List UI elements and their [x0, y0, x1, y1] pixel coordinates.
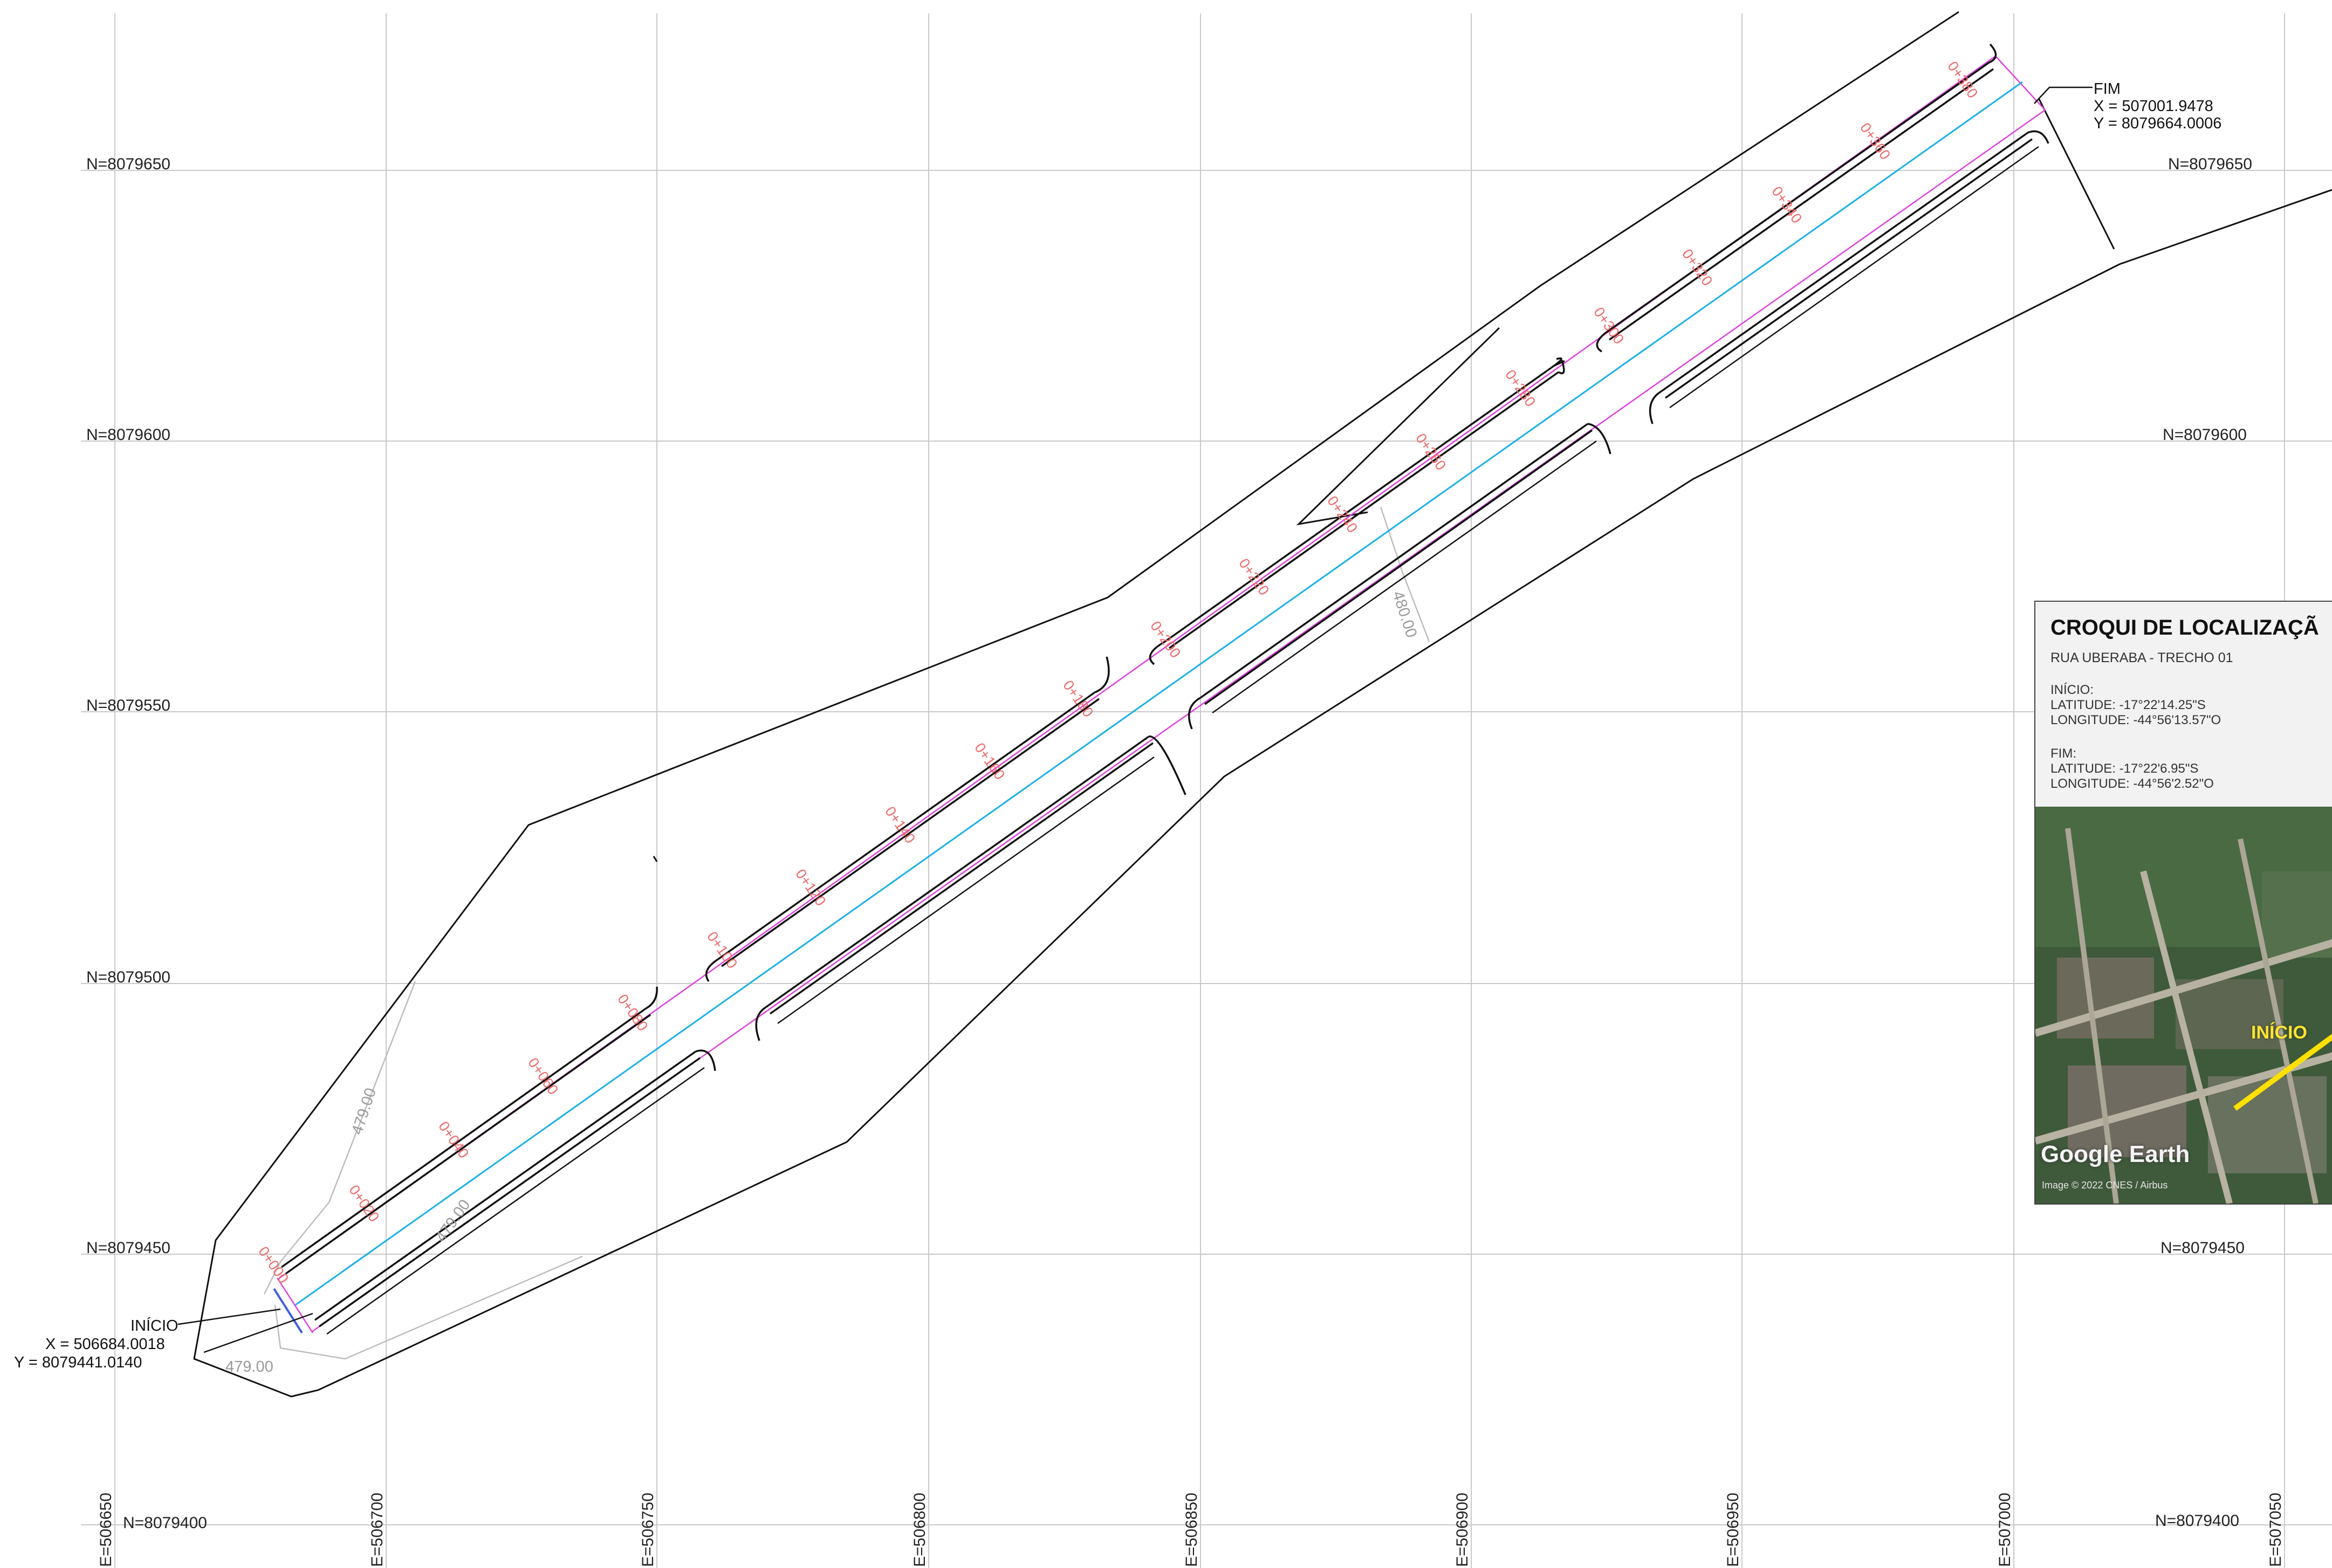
fim-x-coordinate: X = 507001.9478: [2094, 98, 2213, 115]
right-of-way-lines: [276, 55, 2046, 1333]
intersection-curb-returns: [646, 43, 2049, 1071]
station-label: 0+220: [1236, 555, 1272, 598]
location-sketch-subtitle: RUA UBERABA - TRECHO 01: [2050, 650, 2233, 665]
northing-label: N=8079450: [2160, 1239, 2245, 1257]
inicio-y-coordinate: Y = 8079441.0140: [14, 1354, 142, 1371]
northing-label: N=8079600: [86, 426, 170, 444]
northing-label: N=8079400: [2155, 1512, 2239, 1530]
road-centerline: [273, 81, 2023, 1334]
northing-label: N=8079500: [86, 968, 170, 986]
elevation-label: 479.00: [225, 1358, 273, 1376]
easting-label: E=507050: [2267, 1493, 2285, 1567]
inicio-label: INÍCIO: [131, 1317, 179, 1335]
station-label: 0+000: [255, 1243, 292, 1286]
survey-boundary: [193, 11, 2332, 1398]
location-sketch-title: CROQUI DE LOCALIZAÇÃ: [2050, 616, 2319, 639]
northing-label: N=8079650: [2168, 155, 2252, 173]
easting-label: E=506750: [639, 1493, 657, 1567]
fim-callout: FIM X = 507001.9478 Y = 8079664.0006: [2034, 80, 2221, 132]
inicio-info-label: INÍCIO:: [2050, 683, 2094, 697]
easting-label: E=506850: [1183, 1493, 1201, 1567]
station-label: 0+320: [1679, 246, 1716, 288]
northing-labels-right: N=8079650 N=8079600 N=8079450 N=8079400: [2155, 155, 2252, 1530]
northing-label: N=8079450: [86, 1239, 170, 1257]
station-label: 0+200: [1147, 618, 1184, 661]
easting-label: E=506900: [1453, 1493, 1471, 1567]
inicio-longitude: LONGITUDE: -44°56'13.57"O: [2050, 713, 2221, 727]
inicio-latitude: LATITUDE: -17°22'14.25"S: [2050, 698, 2206, 712]
inicio-callout: INÍCIO X = 506684.0018 Y = 8079441.0140: [14, 1308, 313, 1371]
coordinate-grid: [81, 13, 2332, 1568]
fim-longitude: LONGITUDE: -44°56'2.52"O: [2050, 776, 2214, 791]
inicio-x-coordinate: X = 506684.0018: [45, 1336, 165, 1353]
northing-label: N=8079400: [123, 1514, 207, 1532]
northing-label: N=8079650: [86, 155, 170, 173]
easting-label: E=506950: [1724, 1493, 1742, 1567]
northing-label: N=8079600: [2163, 426, 2247, 444]
station-label: 0+360: [1857, 120, 1894, 162]
elevation-label: 479.00: [348, 1086, 380, 1137]
location-sketch-header: CROQUI DE LOCALIZAÇÃ RUA UBERABA - TRECH…: [2035, 602, 2332, 807]
satellite-image: [2035, 807, 2332, 1203]
easting-label: E=507000: [1996, 1493, 2014, 1567]
fim-info: FIM: LATITUDE: -17°22'6.95"S LONGITUDE: …: [2050, 746, 2214, 792]
fim-label: FIM: [2094, 80, 2121, 98]
google-earth-watermark: Google Earth: [2041, 1141, 2190, 1167]
northing-label: N=8079550: [86, 697, 170, 714]
easting-label: E=506700: [368, 1493, 386, 1567]
fim-info-label: FIM:: [2050, 746, 2076, 761]
fim-latitude: LATITUDE: -17°22'6.95"S: [2050, 761, 2199, 776]
fim-y-coordinate: Y = 8079664.0006: [2094, 115, 2221, 132]
easting-labels: E=506650 E=506700 E=506750 E=506800 E=50…: [97, 1493, 2285, 1567]
elevation-label: 480.00: [1389, 589, 1420, 639]
map-inicio-marker: INÍCIO: [2251, 1022, 2307, 1043]
northing-labels-left: N=8079650 N=8079600 N=8079550 N=8079500 …: [86, 155, 207, 1532]
easting-label: E=506800: [911, 1493, 929, 1567]
inicio-info: INÍCIO: LATITUDE: -17°22'14.25"S LONGITU…: [2050, 683, 2221, 728]
easting-label: E=506650: [97, 1493, 115, 1567]
location-sketch-panel: CROQUI DE LOCALIZAÇÃ RUA UBERABA - TRECH…: [2034, 601, 2332, 1205]
curb-lines: [280, 61, 2039, 1335]
station-label: 0+380: [1944, 58, 1981, 101]
imagery-credit: Image © 2022 CNES / Airbus: [2042, 1180, 2168, 1191]
